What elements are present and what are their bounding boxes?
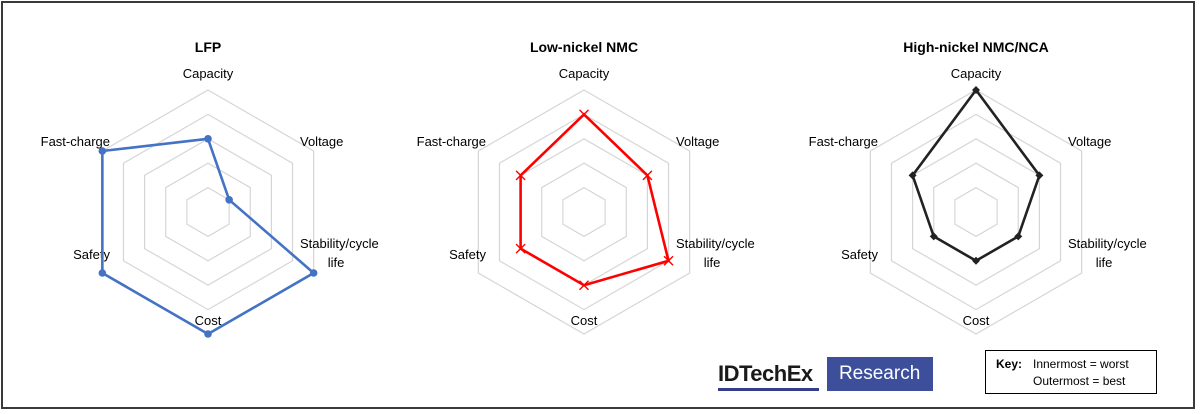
data-point (204, 330, 212, 338)
gridline-level-5 (477, 89, 691, 335)
axis-label: Cost (195, 313, 222, 328)
data-point (929, 232, 938, 241)
axis-label-line: Stability/cycle (676, 236, 755, 251)
data-point (204, 135, 212, 143)
axis-label: Safety (841, 247, 878, 262)
axis-label-line: life (1096, 255, 1113, 270)
data-point (515, 243, 526, 254)
axis-label: Voltage (676, 134, 719, 149)
data-point (908, 171, 917, 180)
gridline-level-2 (933, 162, 1019, 262)
data-point (225, 196, 233, 204)
data-point (515, 170, 526, 181)
gridline-level-2 (541, 162, 627, 262)
data-point (663, 255, 674, 266)
data-point (972, 86, 980, 94)
axis-label: Fast-charge (417, 134, 486, 149)
axis-label: Stability/cycle life (676, 236, 755, 270)
gridline-level-5 (101, 89, 315, 335)
axis-label: Fast-charge (41, 134, 110, 149)
axis-label: Voltage (300, 134, 343, 149)
gridline-level-1 (186, 186, 230, 238)
gridline-level-4 (122, 113, 294, 311)
data-point (1014, 232, 1023, 241)
axis-label: Voltage (1068, 134, 1111, 149)
gridline-level-2 (165, 162, 251, 262)
key-title: Key: (996, 357, 1023, 371)
gridline-level-1 (954, 186, 998, 238)
data-point (579, 109, 589, 120)
gridline-level-4 (890, 113, 1062, 311)
data-point (309, 269, 318, 277)
gridline-level-3 (144, 138, 272, 286)
key-legend: Key: Innermost = worst Outermost = best (985, 350, 1157, 394)
data-point (972, 256, 980, 265)
axis-label-line: Stability/cycle (1068, 236, 1147, 251)
chart-title: Low-nickel NMC (530, 39, 638, 55)
axis-label: Safety (449, 247, 486, 262)
radar-chart-3: High-nickel NMC/NCA Capacity Voltage Stabil… (809, 39, 1147, 335)
axis-label: Cost (571, 313, 598, 328)
axis-label: Stability/cycle life (300, 236, 379, 270)
axis-label: Capacity (559, 66, 610, 81)
gridline-level-4 (498, 113, 670, 311)
logo-research-text: Research (826, 357, 933, 391)
gridline-level-1 (562, 186, 606, 238)
axis-label-line: life (328, 255, 345, 270)
data-point (98, 269, 107, 277)
gridline-level-3 (520, 138, 648, 286)
data-point (98, 147, 107, 155)
radar-chart-2: Low-nickel NMC Capacity Voltage Stability/c… (417, 39, 755, 335)
axis-label: Capacity (951, 66, 1002, 81)
logo-brand-text: IDTechEx (718, 357, 819, 391)
key-innermost-text: Innermost = worst (1033, 357, 1129, 371)
axis-label: Stability/cycle life (1068, 236, 1147, 270)
data-point (642, 170, 653, 181)
data-point (579, 280, 589, 291)
chart-title: LFP (195, 39, 221, 55)
axis-label: Capacity (183, 66, 234, 81)
radar-chart-1: LFP Capacity Voltage Stability/cycle life Cos… (41, 39, 379, 338)
key-outermost-text: Outermost = best (1033, 374, 1126, 388)
series-line (519, 112, 671, 287)
chart-title: High-nickel NMC/NCA (903, 39, 1048, 55)
axis-label: Fast-charge (809, 134, 878, 149)
axis-label: Safety (73, 247, 110, 262)
data-point (1035, 171, 1044, 180)
idtechex-logo: IDTechEx Research (718, 357, 933, 391)
gridline-level-5 (869, 89, 1083, 335)
axis-label-line: Stability/cycle (300, 236, 379, 251)
axis-label: Cost (963, 313, 990, 328)
axis-label-line: life (704, 255, 721, 270)
